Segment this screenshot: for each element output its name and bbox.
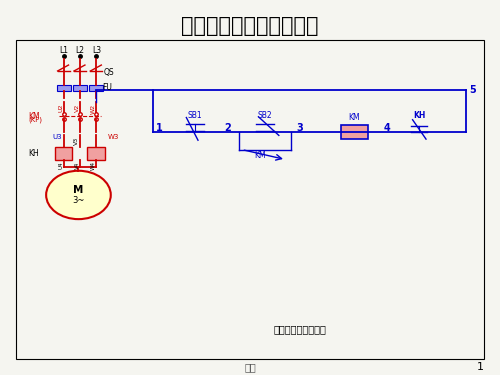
Text: SB2: SB2	[258, 111, 272, 120]
Text: W4: W4	[91, 162, 96, 171]
Bar	[90, 85, 104, 91]
Text: KM: KM	[28, 111, 40, 120]
Text: 4: 4	[384, 123, 390, 133]
Text: 2: 2	[224, 123, 231, 133]
Text: KH: KH	[413, 111, 425, 120]
Bar	[16, 40, 483, 359]
Text: V2: V2	[74, 104, 80, 112]
Text: KM: KM	[348, 113, 360, 122]
Text: U2: U2	[58, 104, 63, 112]
Text: L2: L2	[76, 46, 84, 56]
Bar	[73, 85, 87, 91]
Text: W3: W3	[108, 134, 118, 140]
Text: L3: L3	[92, 46, 101, 56]
Text: QS: QS	[104, 68, 114, 76]
Text: KM: KM	[254, 152, 266, 160]
Text: SB1: SB1	[188, 111, 202, 120]
Text: L1: L1	[59, 46, 68, 56]
Bar	[54, 147, 72, 160]
Text: 1: 1	[476, 362, 484, 372]
Text: FU: FU	[102, 83, 112, 92]
Text: V3: V3	[74, 137, 79, 146]
Text: 一、电动机自锁控制线路: 一、电动机自锁控制线路	[181, 16, 319, 36]
Bar	[56, 85, 70, 91]
Circle shape	[46, 171, 111, 219]
Text: 精选: 精选	[244, 362, 256, 372]
Text: V4: V4	[74, 162, 80, 169]
Text: 电动机自锁控制线路: 电动机自锁控制线路	[274, 324, 326, 334]
Bar	[88, 147, 106, 160]
Text: W2: W2	[91, 104, 96, 114]
Text: M: M	[74, 185, 84, 195]
Text: 5: 5	[469, 85, 476, 95]
Text: 3~: 3~	[72, 196, 85, 206]
Text: (KF): (KF)	[28, 117, 42, 123]
Text: 1: 1	[156, 123, 162, 133]
Text: U4: U4	[58, 162, 63, 169]
Text: U3: U3	[52, 134, 62, 140]
Bar	[340, 125, 368, 140]
Text: KH: KH	[28, 148, 40, 158]
Text: 3: 3	[296, 123, 303, 133]
